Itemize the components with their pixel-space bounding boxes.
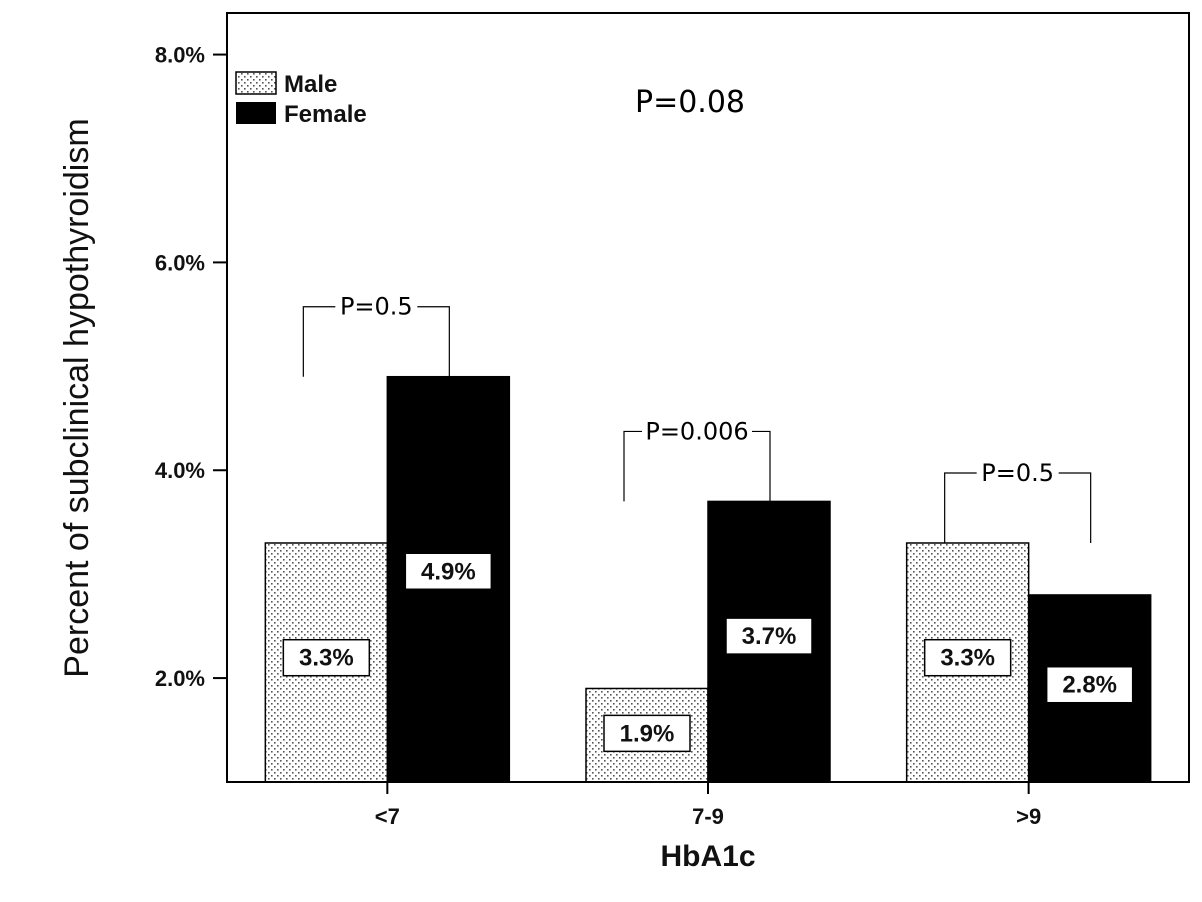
- plot-frame: [226, 12, 1190, 783]
- data-label: 3.3%: [940, 645, 995, 672]
- comparison-bracket: [944, 472, 1092, 543]
- comparison-p-value: P=0.5: [981, 459, 1054, 487]
- data-label-box: [282, 638, 371, 677]
- y-axis-label: Percent of subclinical hypothyroidism: [58, 118, 96, 677]
- y-tick-label: 8.0%: [155, 43, 205, 68]
- legend-swatch-male: [235, 71, 277, 95]
- data-label: 3.7%: [742, 623, 797, 650]
- comparison-p-value: P=0.006: [645, 417, 748, 445]
- data-label: 1.9%: [620, 720, 675, 747]
- data-label-box: [923, 638, 1012, 677]
- comparison-bracket: [302, 306, 450, 377]
- data-label-box: [603, 714, 691, 753]
- y-tick-label: 4.0%: [155, 458, 205, 483]
- legend-label-male: Male: [284, 71, 337, 98]
- x-tick-label: <7: [375, 804, 400, 829]
- data-label: 2.8%: [1062, 672, 1117, 699]
- overall-p-value: P=0.08: [635, 85, 745, 120]
- legend: Male Female: [235, 71, 367, 128]
- data-label-box: [404, 552, 493, 591]
- x-tick-label: 7-9: [692, 804, 724, 829]
- legend-swatch-female: [236, 102, 276, 124]
- comparison-bracket: [623, 430, 771, 502]
- data-label-box: [1045, 665, 1134, 704]
- x-tick-label: >9: [1016, 804, 1041, 829]
- y-tick-label: 2.0%: [155, 666, 205, 691]
- comparison-p-value: P=0.5: [340, 293, 413, 321]
- legend-label-female: Female: [284, 101, 367, 128]
- data-label: 3.3%: [299, 645, 354, 672]
- data-label-box: [725, 617, 813, 655]
- x-axis-label: HbA1c: [660, 840, 755, 873]
- data-label: 4.9%: [421, 558, 476, 585]
- y-tick-label: 6.0%: [155, 250, 205, 275]
